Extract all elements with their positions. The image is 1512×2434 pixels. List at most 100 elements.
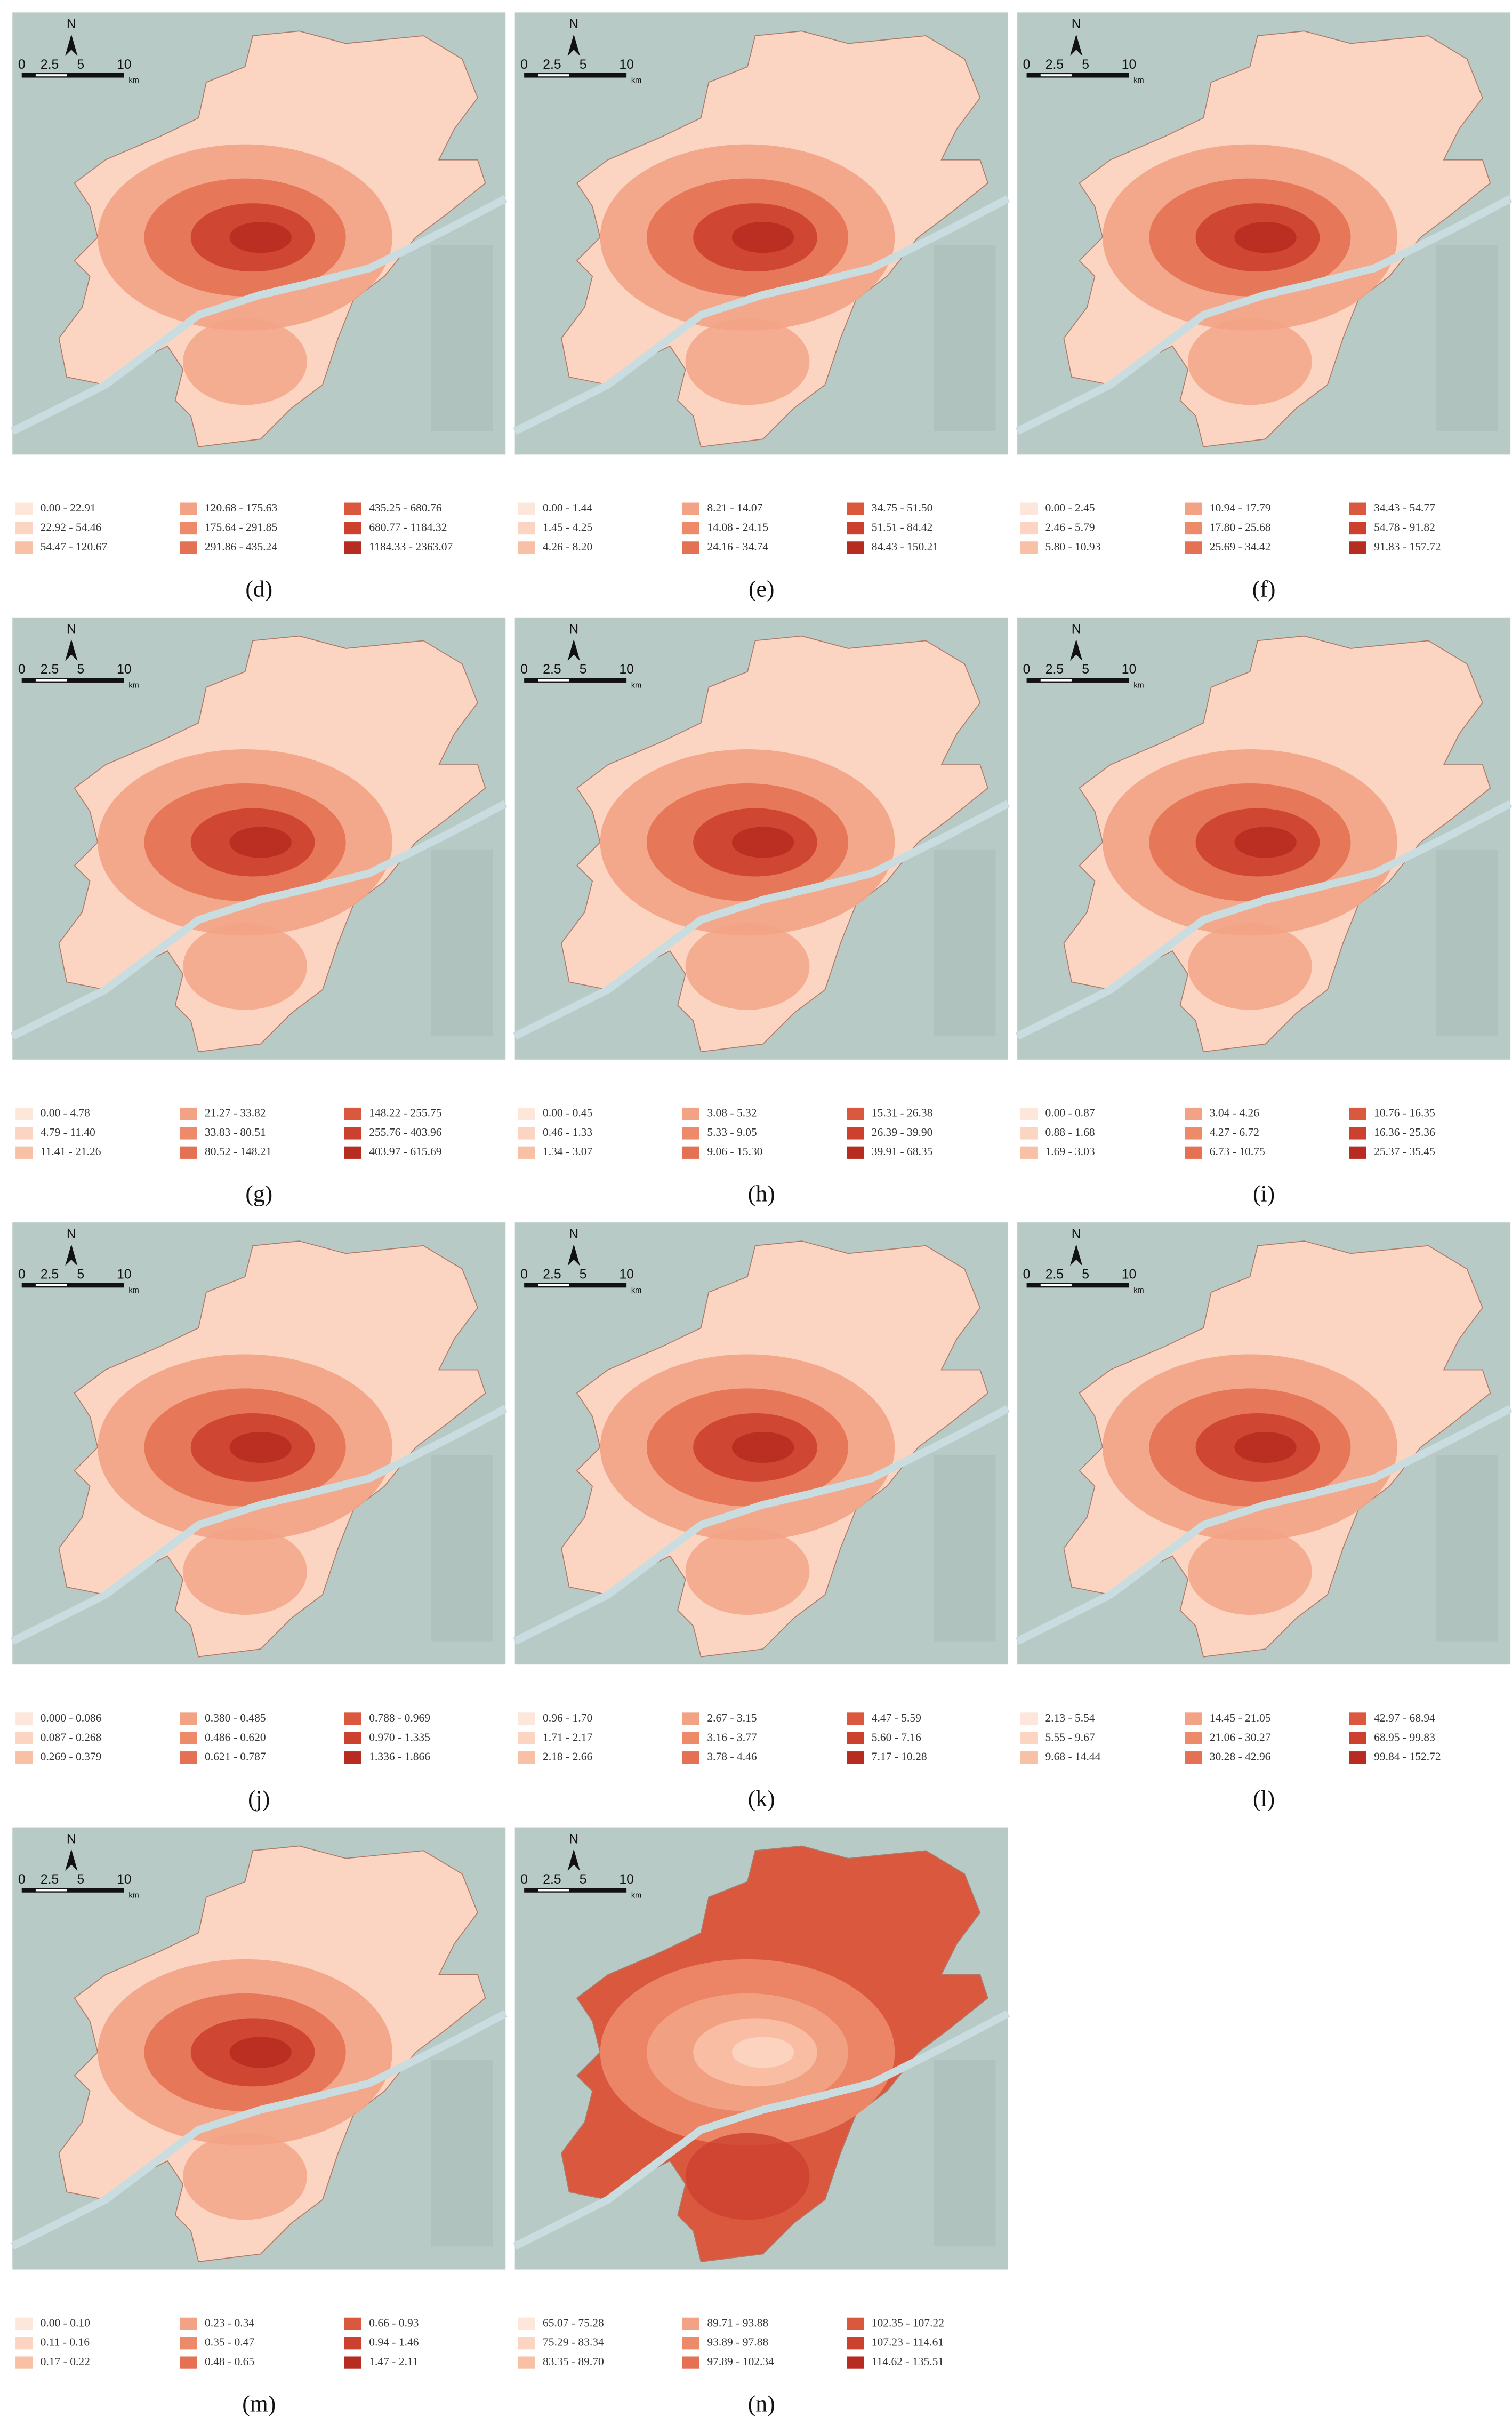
legend-swatch xyxy=(518,1107,535,1120)
legend-label: 4.26 - 8.20 xyxy=(543,540,592,553)
legend-label: 83.35 - 89.70 xyxy=(543,2355,604,2368)
legend-label: 5.60 - 7.16 xyxy=(872,1731,921,1743)
scale-bar-segment xyxy=(35,74,67,77)
legend-label: 0.35 - 0.47 xyxy=(205,2336,254,2349)
scale-tick-label: 5 xyxy=(580,1872,587,1887)
legend-swatch xyxy=(344,2317,361,2331)
legend-label: 4.47 - 5.59 xyxy=(872,1711,921,1724)
legend-swatch xyxy=(180,541,197,554)
legend-label: 15.31 - 26.38 xyxy=(872,1107,933,1119)
legend-swatch xyxy=(847,541,864,554)
scale-tick-label: 5 xyxy=(1082,58,1089,72)
panel: N 0 2.5 5 10 km 0.00 - 4.78 4.79 - 11.40 11.41 -… xyxy=(11,617,508,1207)
scale-tick-label: 2.5 xyxy=(1045,58,1064,72)
legend-swatch xyxy=(180,522,197,535)
map-texture xyxy=(431,2060,493,2246)
legend-swatch xyxy=(15,1751,33,1764)
legend-swatch xyxy=(847,1146,864,1159)
legend-label: 34.75 - 51.50 xyxy=(872,501,933,514)
scale-tick-label: 5 xyxy=(77,1872,84,1887)
legend-label: 97.89 - 102.34 xyxy=(707,2355,774,2368)
scale-bar-segment xyxy=(1040,74,1072,77)
legend-label: 65.07 - 75.28 xyxy=(543,2316,604,2329)
legend-label: 7.17 - 10.28 xyxy=(872,1750,927,1763)
panel-label: (f) xyxy=(1252,576,1276,602)
district-zone xyxy=(685,318,810,405)
legend-swatch xyxy=(682,541,699,554)
scale-bar xyxy=(21,1283,124,1288)
legend-swatch xyxy=(847,1732,864,1744)
legend-swatch xyxy=(344,1107,361,1120)
river xyxy=(11,800,508,1040)
legend-label: 99.84 - 152.72 xyxy=(1374,1750,1441,1763)
legend-swatch xyxy=(15,541,33,554)
legend-label: 4.79 - 11.40 xyxy=(41,1126,95,1139)
scale-bar-segment xyxy=(35,1889,67,1892)
legend-swatch xyxy=(1020,1107,1038,1120)
legend-label: 0.23 - 0.34 xyxy=(205,2316,254,2329)
scale-bar-segment xyxy=(35,679,67,682)
scale-tick-label: 10 xyxy=(117,662,132,677)
scale-tick-label: 10 xyxy=(117,1872,132,1887)
north-arrow xyxy=(1070,1244,1083,1266)
scale-tick-label: 10 xyxy=(619,58,634,72)
panel-label: (h) xyxy=(748,1181,775,1207)
district-zone xyxy=(183,2133,307,2220)
map-texture xyxy=(431,1455,493,1642)
panel-label: (i) xyxy=(1253,1181,1275,1207)
legend-label: 25.37 - 35.45 xyxy=(1374,1145,1435,1158)
legend-swatch xyxy=(1020,1146,1038,1159)
legend-swatch xyxy=(180,1146,197,1159)
legend-swatch xyxy=(180,2337,197,2350)
scale-unit: km xyxy=(631,76,641,85)
north-label: N xyxy=(67,17,76,31)
legend-label: 89.71 - 93.88 xyxy=(707,2316,768,2329)
scale-tick-label: 0 xyxy=(18,662,26,677)
scale-unit: km xyxy=(128,1891,139,1900)
legend-swatch xyxy=(847,1751,864,1764)
legend-label: 42.97 - 68.94 xyxy=(1374,1711,1435,1724)
legend-label: 3.78 - 4.46 xyxy=(707,1750,757,1763)
scale-tick-label: 2.5 xyxy=(543,58,561,72)
legend-swatch xyxy=(682,522,699,535)
scale-unit: km xyxy=(128,76,139,85)
panel: N 0 2.5 5 10 km 0.000 - 0.086 0.087 - 0.268 0.26… xyxy=(11,1222,508,1812)
legend-swatch xyxy=(344,522,361,535)
panel-label: (e) xyxy=(749,576,774,602)
legend-label: 291.86 - 435.24 xyxy=(205,540,278,553)
river xyxy=(513,1405,1010,1645)
legend-label: 0.96 - 1.70 xyxy=(543,1711,592,1724)
map-texture xyxy=(1436,245,1498,431)
scale-bar xyxy=(524,678,627,683)
scale-bar-segment xyxy=(538,1889,569,1892)
river xyxy=(11,2010,508,2250)
legend-swatch xyxy=(180,1751,197,1764)
panel: N 0 2.5 5 10 km 0.00 - 0.45 0.46 - 1.33 1.34 - 3… xyxy=(513,617,1010,1207)
legend-label: 5.33 - 9.05 xyxy=(707,1126,757,1139)
legend-swatch xyxy=(15,1146,33,1159)
scale-bar-segment xyxy=(1040,679,1072,682)
legend-swatch xyxy=(682,2317,699,2331)
north-label: N xyxy=(569,1832,578,1846)
legend-label: 0.788 - 0.969 xyxy=(369,1711,430,1724)
legend-swatch xyxy=(1185,541,1202,554)
legend-label: 2.67 - 3.15 xyxy=(707,1711,757,1724)
legend-label: 17.80 - 25.68 xyxy=(1210,521,1271,533)
district-zone xyxy=(183,1528,307,1615)
legend-label: 0.17 - 0.22 xyxy=(41,2355,90,2368)
scale-tick-label: 5 xyxy=(580,1268,587,1282)
legend-label: 84.43 - 150.21 xyxy=(872,540,939,553)
legend-swatch xyxy=(180,2317,197,2331)
legend-label: 1.34 - 3.07 xyxy=(543,1145,592,1158)
north-label: N xyxy=(67,1227,76,1242)
legend-label: 0.88 - 1.68 xyxy=(1045,1126,1095,1139)
legend-swatch xyxy=(1185,1127,1202,1140)
legend-swatch xyxy=(1185,1712,1202,1725)
legend-label: 26.39 - 39.90 xyxy=(872,1126,933,1139)
north-arrow xyxy=(1070,639,1083,661)
scale-tick-label: 2.5 xyxy=(1045,662,1064,677)
map-texture xyxy=(934,245,996,431)
legend-label: 1.336 - 1.866 xyxy=(369,1750,430,1763)
legend-label: 75.29 - 83.34 xyxy=(543,2336,604,2349)
